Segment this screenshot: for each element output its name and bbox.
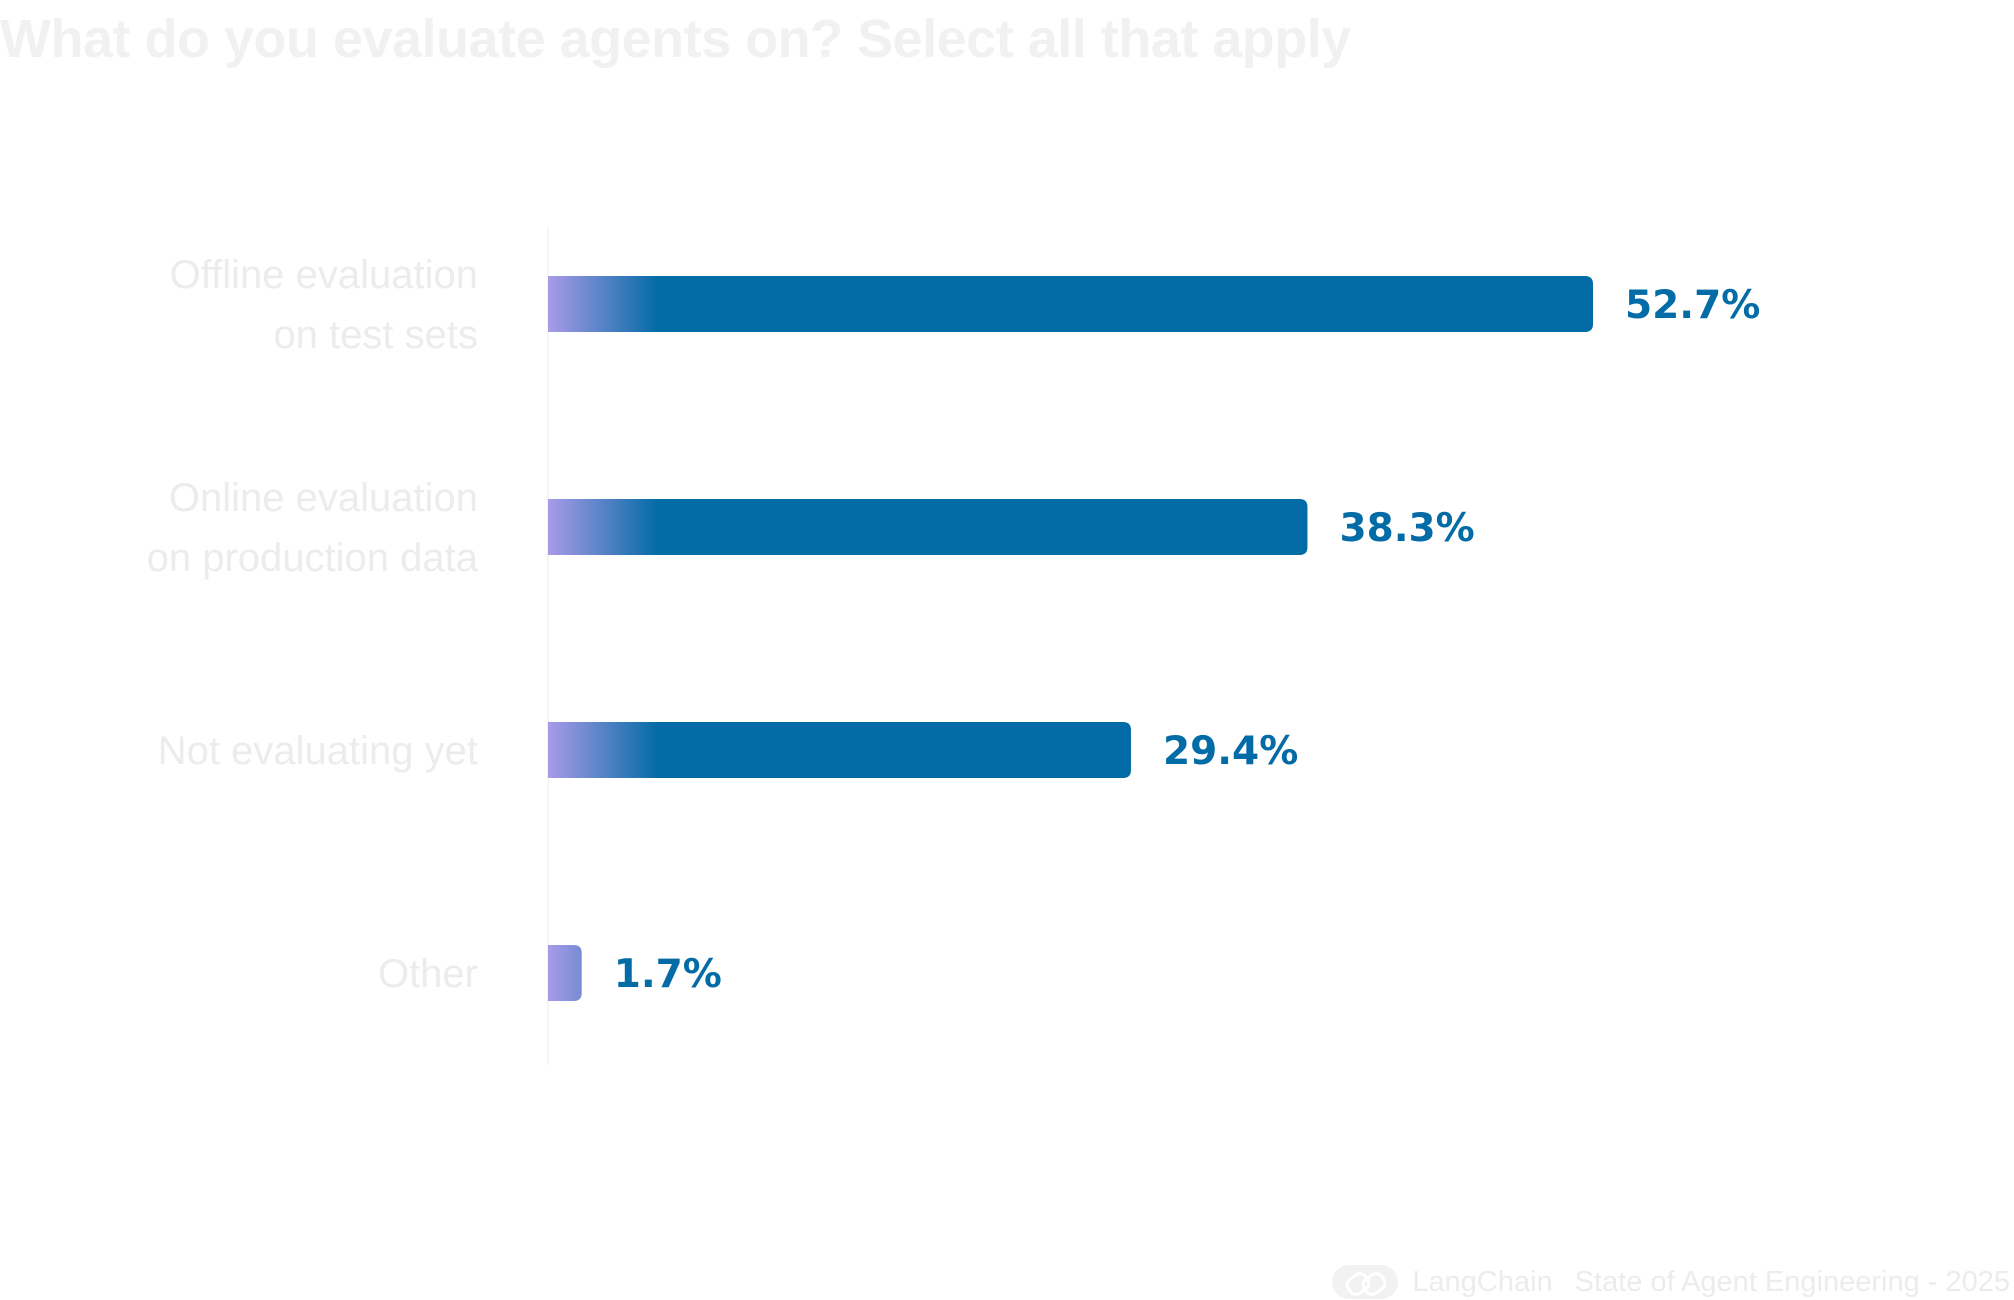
category-label: Online evaluation (169, 476, 478, 520)
bar (548, 722, 1131, 778)
category-label: on production data (147, 536, 479, 580)
footer-report: State of Agent Engineering - 2025 (1574, 1265, 2010, 1298)
category-label: Not evaluating yet (158, 729, 478, 773)
category-label: on test sets (273, 313, 478, 357)
category-label: Offline evaluation (170, 253, 478, 297)
bar (548, 945, 582, 1001)
category-label: Other (378, 952, 478, 996)
footer-brand: LangChain (1412, 1265, 1553, 1298)
bar-value-label: 29.4% (1163, 729, 1298, 774)
chart-title: What do you evaluate agents on? Select a… (0, 9, 1351, 69)
bar-value-label: 1.7% (614, 952, 722, 997)
bar-value-label: 52.7% (1625, 283, 1760, 328)
bar (548, 276, 1593, 332)
langchain-logo-icon (1332, 1265, 1399, 1299)
bar (548, 499, 1308, 555)
bars-group: 52.7% Offline evaluation on test sets 38.3%… (147, 253, 1760, 1001)
bar-value-label: 38.3% (1339, 506, 1474, 551)
footer: LangChain State of Agent Engineering - 2… (1332, 1264, 2010, 1300)
